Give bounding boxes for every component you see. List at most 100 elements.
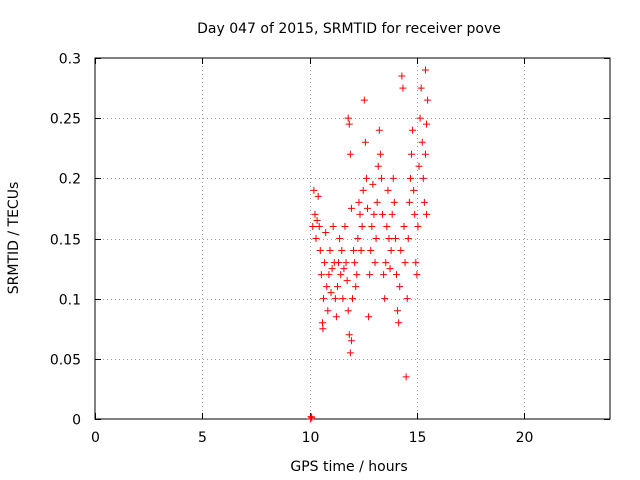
y-tick-label: 0.25: [50, 112, 81, 128]
data-point: [356, 210, 364, 218]
data-point: [399, 84, 407, 92]
data-point: [417, 84, 425, 92]
x-tick-label: 5: [198, 430, 207, 446]
data-point: [394, 307, 402, 315]
data-point: [325, 271, 333, 279]
x-tick-label: 15: [409, 430, 427, 446]
data-point: [415, 162, 423, 170]
data-point: [345, 120, 353, 128]
x-tick-label: 10: [302, 430, 320, 446]
y-tick-label: 0.3: [59, 52, 81, 68]
axis-ticks: 0 5 10 15 20 0 0.05 0.1 0.15 0.2 0.25 0.3: [50, 52, 610, 446]
data-point: [392, 271, 400, 279]
data-point: [377, 174, 385, 182]
data-point: [367, 247, 375, 255]
data-point: [319, 325, 327, 333]
x-tick-label: 0: [91, 430, 100, 446]
x-axis-label: GPS time / hours: [290, 459, 407, 475]
data-point: [351, 259, 359, 267]
data-point: [361, 138, 369, 146]
data-point: [364, 204, 372, 212]
data-point: [391, 235, 399, 242]
data-point: [362, 174, 370, 182]
data-point: [423, 120, 431, 128]
data-point: [333, 283, 341, 291]
data-point: [327, 289, 335, 297]
data-point: [343, 277, 351, 285]
data-point: [398, 72, 406, 80]
y-tick-label: 0.15: [50, 233, 81, 249]
data-point: [370, 210, 378, 218]
x-tick-label: 20: [516, 430, 534, 446]
data-point: [397, 247, 405, 255]
data-point: [414, 222, 422, 230]
data-point: [313, 216, 321, 224]
data-point: [421, 66, 429, 74]
data-point: [345, 331, 353, 339]
data-point: [388, 210, 396, 218]
data-point: [346, 349, 354, 357]
data-point: [315, 222, 323, 230]
data-point: [365, 313, 373, 321]
data-point: [308, 414, 316, 422]
data-point: [416, 114, 424, 122]
data-point: [354, 235, 362, 242]
data-point: [368, 222, 376, 230]
data-point: [389, 174, 397, 182]
data-point: [401, 259, 409, 267]
y-tick-label: 0: [72, 413, 81, 429]
data-point: [337, 271, 345, 279]
data-point: [386, 265, 394, 273]
data-point: [349, 295, 356, 303]
data-point: [336, 235, 344, 242]
data-point: [359, 186, 367, 194]
data-point: [312, 235, 320, 242]
data-point: [335, 259, 343, 267]
data-point: [350, 247, 358, 255]
data-point: [418, 138, 426, 146]
data-point: [309, 222, 317, 230]
data-point: [420, 198, 428, 206]
data-point: [409, 126, 417, 134]
y-axis-label: SRMTID / TECUs: [6, 182, 22, 295]
data-point: [404, 235, 412, 242]
data-point: [358, 222, 366, 230]
data-point: [318, 319, 326, 327]
data-point: [322, 228, 330, 236]
data-point: [326, 247, 334, 255]
data-point: [376, 150, 384, 158]
plot-frame: [94, 57, 611, 420]
data-points: [307, 66, 432, 423]
data-point: [412, 259, 420, 267]
data-point: [384, 186, 392, 194]
y-tick-label: 0.2: [59, 172, 81, 188]
data-point: [314, 192, 322, 200]
data-point: [400, 222, 408, 230]
data-point: [395, 319, 403, 327]
data-point: [328, 265, 336, 273]
data-point: [321, 259, 329, 267]
data-point: [324, 307, 332, 315]
data-point: [341, 222, 349, 230]
data-point: [411, 210, 419, 218]
data-point: [380, 271, 388, 279]
data-point: [310, 186, 318, 194]
data-point: [338, 247, 346, 255]
data-point: [317, 271, 325, 279]
data-point: [307, 413, 315, 421]
data-point: [360, 96, 368, 104]
data-point: [379, 210, 387, 218]
data-point: [347, 337, 355, 345]
data-point: [396, 283, 404, 291]
data-point: [369, 180, 377, 188]
data-point: [406, 174, 414, 182]
data-point: [339, 295, 347, 303]
data-point: [353, 271, 361, 279]
data-point: [329, 222, 337, 230]
data-point: [371, 259, 379, 267]
data-point: [385, 235, 393, 242]
data-point: [340, 265, 348, 273]
data-point: [403, 295, 411, 303]
data-point: [413, 271, 421, 279]
